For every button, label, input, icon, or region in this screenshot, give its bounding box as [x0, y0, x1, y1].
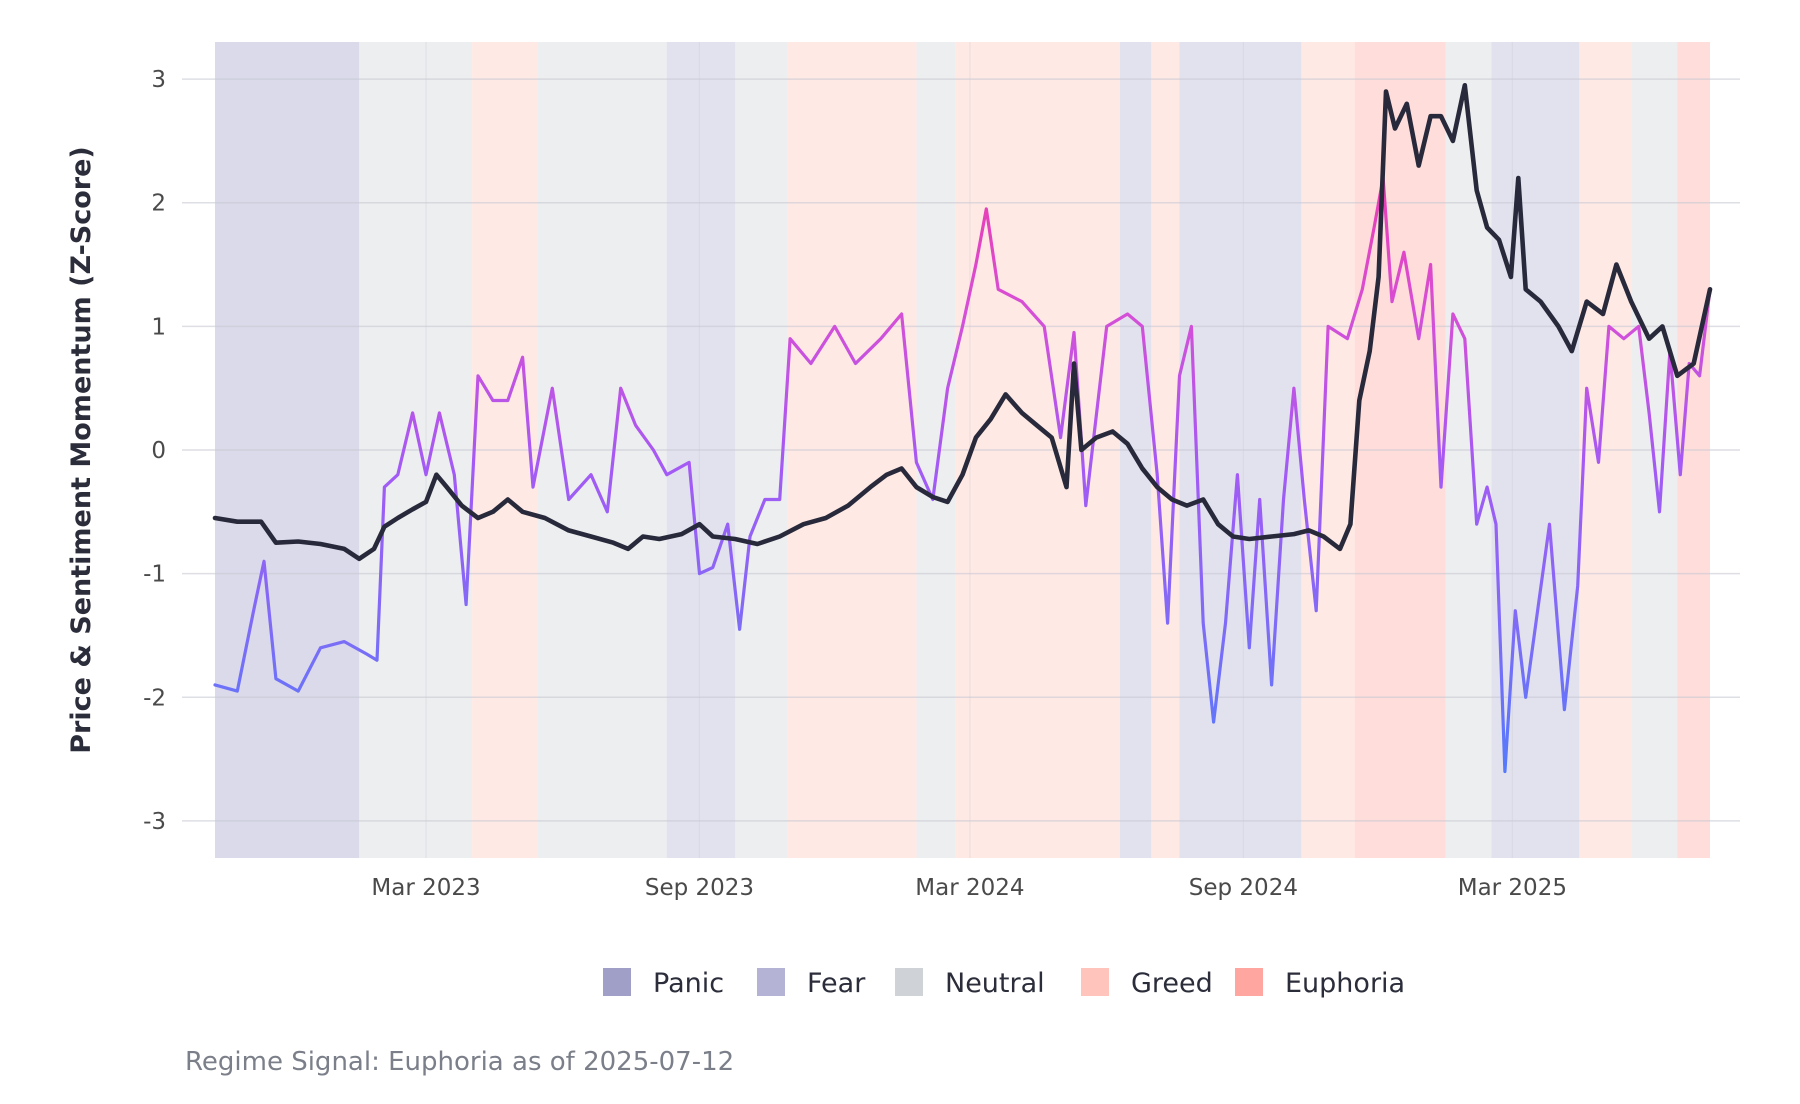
- y-axis: 3 2 1 0 -1 -2 -3: [143, 67, 166, 835]
- x-tick-label: Sep 2024: [1189, 875, 1298, 901]
- price-momentum-line: [212, 83, 1713, 562]
- x-tick-label: Sep 2023: [645, 875, 754, 901]
- y-tick-label: -3: [143, 809, 166, 835]
- y-tick-label: -1: [143, 562, 166, 588]
- legend-swatch-neutral: [895, 968, 923, 996]
- x-tick-label: Mar 2024: [915, 875, 1024, 901]
- legend: Panic Fear Neutral Greed Euphoria: [603, 968, 1405, 999]
- legend-label-euphoria: Euphoria: [1285, 968, 1405, 999]
- legend-swatch-greed: [1081, 968, 1109, 996]
- x-tick-label: Mar 2025: [1458, 875, 1567, 901]
- y-tick-label: 3: [151, 67, 166, 93]
- x-axis: Mar 2023 Sep 2023 Mar 2024 Sep 2024 Mar 2025: [371, 875, 1567, 901]
- y-tick-label: 1: [151, 314, 166, 340]
- series-lines: [212, 83, 1713, 774]
- x-tick-label: Mar 2023: [371, 875, 480, 901]
- legend-swatch-panic: [603, 968, 631, 996]
- y-tick-label: 0: [151, 438, 166, 464]
- caption: Regime Signal: Euphoria as of 2025-07-12: [185, 1047, 734, 1077]
- legend-swatch-euphoria: [1235, 968, 1263, 996]
- sentiment-momentum-line: [213, 176, 1712, 774]
- legend-label-greed: Greed: [1131, 968, 1213, 999]
- legend-label-panic: Panic: [653, 968, 724, 999]
- y-tick-label: 2: [151, 191, 166, 217]
- legend-swatch-fear: [757, 968, 785, 996]
- y-tick-label: -2: [143, 685, 166, 711]
- legend-label-neutral: Neutral: [945, 968, 1045, 999]
- legend-label-fear: Fear: [807, 968, 866, 999]
- y-axis-label: Price & Sentiment Momentum (Z-Score): [66, 146, 97, 754]
